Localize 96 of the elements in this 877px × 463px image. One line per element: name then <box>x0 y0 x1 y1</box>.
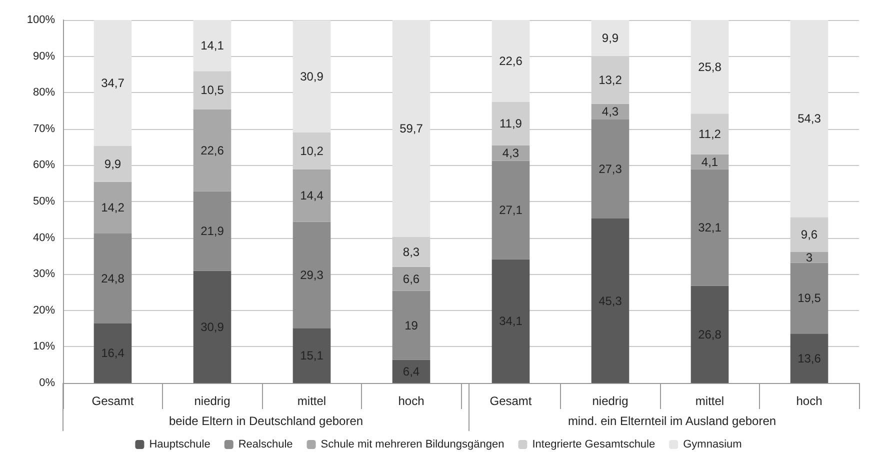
legend-label: Schule mit mehreren Bildungsgängen <box>320 438 504 450</box>
legend-label: Gymnasium <box>683 438 742 450</box>
data-label: 27,1 <box>499 203 523 218</box>
data-label: 15,1 <box>300 348 324 363</box>
y-tick-label: 90% <box>32 50 56 62</box>
data-label: 30,9 <box>200 320 224 334</box>
data-label: 22,6 <box>499 54 523 68</box>
data-label: 9,9 <box>602 30 619 45</box>
data-label: 10,5 <box>200 83 224 98</box>
x-tick-label: niedrig <box>194 394 230 408</box>
data-label: 14,2 <box>101 200 125 215</box>
bar <box>790 334 828 383</box>
bar <box>292 20 331 133</box>
data-label: 34,7 <box>101 76 125 90</box>
text: beide Eltern in Deutschland geboren <box>168 414 364 428</box>
data-label: 4,3 <box>602 104 619 119</box>
bar <box>690 286 729 383</box>
data-label: 59,7 <box>400 121 424 136</box>
data-label: 19,5 <box>798 291 822 306</box>
y-tick-label: 0% <box>39 377 56 389</box>
bar <box>193 270 232 383</box>
bar <box>790 252 828 263</box>
data-label: 13,6 <box>798 351 822 366</box>
data-label: 11,2 <box>698 126 722 141</box>
bar <box>193 109 232 192</box>
legend-label: Realschule <box>238 438 293 450</box>
y-tick-label: 20% <box>32 304 56 316</box>
bar <box>492 20 530 102</box>
legend-label: Hauptschule <box>149 438 210 450</box>
bar <box>94 233 132 324</box>
y-tick-label: 100% <box>26 14 56 26</box>
data-label: 54,3 <box>798 112 822 126</box>
data-label: 9,6 <box>800 228 818 242</box>
bar <box>790 262 828 334</box>
x-tick-label: hoch <box>796 394 822 408</box>
data-label: 6,4 <box>402 364 420 378</box>
bar <box>392 360 430 383</box>
bar <box>292 328 331 383</box>
x-tick-label: Gesamt <box>92 394 134 408</box>
bar <box>94 323 132 383</box>
data-label: 8,3 <box>402 244 420 259</box>
data-label: 30,9 <box>300 69 324 84</box>
bar <box>94 182 132 234</box>
data-label: 22,6 <box>200 143 224 158</box>
bar <box>292 222 331 328</box>
bar <box>392 266 430 291</box>
data-label: 25,8 <box>698 60 722 74</box>
data-label: 10,2 <box>300 144 324 158</box>
bar <box>193 20 232 72</box>
data-label: 34,1 <box>499 314 523 328</box>
bar <box>392 20 430 237</box>
data-label: 32,1 <box>698 220 722 234</box>
data-label: 45,3 <box>598 294 622 308</box>
bar <box>591 119 630 219</box>
bar <box>690 169 729 286</box>
y-tick-label: 10% <box>32 340 56 353</box>
x-tick-label: mittel <box>297 394 326 408</box>
bar <box>790 20 828 218</box>
data-label: 13,2 <box>598 72 622 87</box>
y-tick-label: 30% <box>32 268 56 280</box>
y-tick-label: 60% <box>32 159 56 172</box>
bar <box>94 20 132 146</box>
bar <box>591 20 630 56</box>
data-label: 11,9 <box>500 116 522 131</box>
data-label: 3 <box>806 250 813 264</box>
bar <box>492 259 530 383</box>
data-label: 27,3 <box>598 162 622 176</box>
data-label: 21,9 <box>200 224 224 238</box>
data-label: 16,4 <box>101 346 125 360</box>
data-label: 4,3 <box>502 146 520 160</box>
data-label: 14,4 <box>300 188 324 203</box>
y-tick-label: 50% <box>32 196 56 208</box>
data-label: 26,8 <box>698 327 722 342</box>
y-tick-label: 70% <box>32 122 56 135</box>
data-label: 29,3 <box>300 268 324 282</box>
data-label: 19 <box>404 318 418 332</box>
legend-label: Integrierte Gesamtschule <box>532 438 656 450</box>
bar <box>690 20 729 114</box>
text: mind. ein Elternteil im Ausland geboren <box>568 414 776 428</box>
y-tick-label: 40% <box>32 232 56 244</box>
bar <box>492 145 530 161</box>
x-tick-label: mittel <box>695 394 724 408</box>
x-tick-label: niedrig <box>592 394 628 408</box>
data-label: 14,1 <box>200 38 224 53</box>
data-label: 9,9 <box>104 156 122 171</box>
x-tick-label: Gesamt <box>490 394 532 408</box>
bar <box>292 170 331 222</box>
data-label: 6,6 <box>402 272 420 286</box>
data-label: 4,1 <box>701 154 718 169</box>
bar <box>492 160 530 260</box>
bar <box>193 191 232 271</box>
data-label: 24,8 <box>101 271 125 286</box>
bar <box>392 290 430 360</box>
x-tick-label: hoch <box>398 394 424 408</box>
bar <box>591 218 630 383</box>
y-tick-label: 80% <box>32 86 56 99</box>
